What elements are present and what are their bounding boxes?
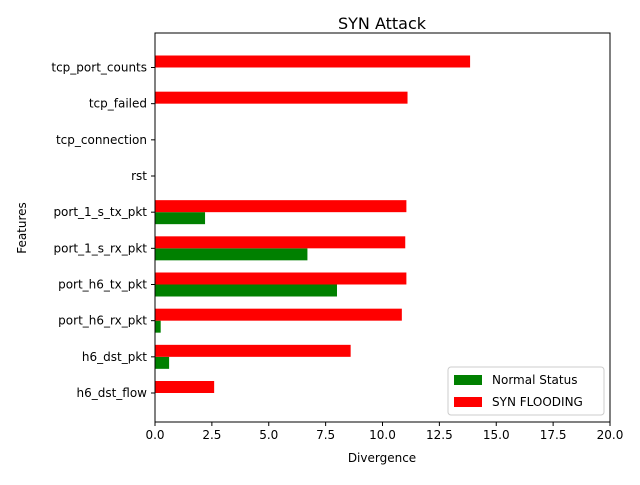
x-tick-label: 17.5 [540,428,567,442]
y-tick-label: tcp_port_counts [51,61,147,75]
chart-title: SYN Attack [338,14,427,33]
x-tick-label: 20.0 [597,428,624,442]
legend-label: Normal Status [492,373,577,387]
x-axis-label: Divergence [348,451,416,465]
legend-swatch [454,375,482,385]
legend-box [447,366,605,416]
y-tick-label: tcp_connection [56,133,147,147]
x-tick-label: 10.0 [369,428,396,442]
y-tick-label: port_h6_tx_pkt [58,278,147,292]
bar-normal-status-port-h6-tx-pkt [155,284,337,297]
bar-syn-flooding-port-1-s-tx-pkt [155,200,407,213]
bar-normal-status-h6-dst-pkt [155,356,170,369]
x-tick-label: 7.5 [316,428,335,442]
y-axis-label: Features [15,202,29,254]
legend-label: SYN FLOODING [492,395,583,409]
bar-syn-flooding-port-h6-rx-pkt [155,308,402,321]
y-tick-label: port_1_s_rx_pkt [54,241,148,255]
x-tick-label: 0.0 [145,428,164,442]
bar-syn-flooding-port-1-s-rx-pkt [155,236,406,249]
bar-normal-status-port-h6-rx-pkt [155,320,161,333]
y-tick-label: h6_dst_pkt [82,350,147,364]
bars-group [155,55,471,393]
x-axis-ticks: 0.0 2.5 5.0 7.5 10.0 12.5 15.0 17.5 20.0 [145,422,623,442]
bar-syn-flooding-port-h6-tx-pkt [155,272,407,285]
y-tick-label: tcp_failed [89,97,147,111]
legend-swatch [454,397,482,407]
legend: Normal Status SYN FLOODING [447,366,605,416]
y-tick-label: port_h6_rx_pkt [58,314,147,328]
bar-normal-status-port-1-s-rx-pkt [155,248,308,261]
y-tick-label: rst [131,169,147,183]
x-tick-label: 15.0 [483,428,510,442]
bar-normal-status-port-1-s-tx-pkt [155,212,206,225]
x-tick-label: 12.5 [426,428,453,442]
bar-syn-flooding-h6-dst-pkt [155,344,351,357]
bar-syn-flooding-tcp-port-counts [155,55,471,68]
plot-frame [154,32,611,423]
y-tick-label: h6_dst_flow [76,386,147,400]
bar-syn-flooding-tcp-failed [155,91,408,104]
y-tick-label: port_1_s_tx_pkt [53,205,147,219]
y-axis-ticks: h6_dst_flow h6_dst_pkt port_h6_rx_pkt port_… [51,61,155,400]
x-tick-label: 2.5 [202,428,221,442]
x-tick-label: 5.0 [259,428,278,442]
bar-syn-flooding-h6-dst-flow [155,381,215,393]
